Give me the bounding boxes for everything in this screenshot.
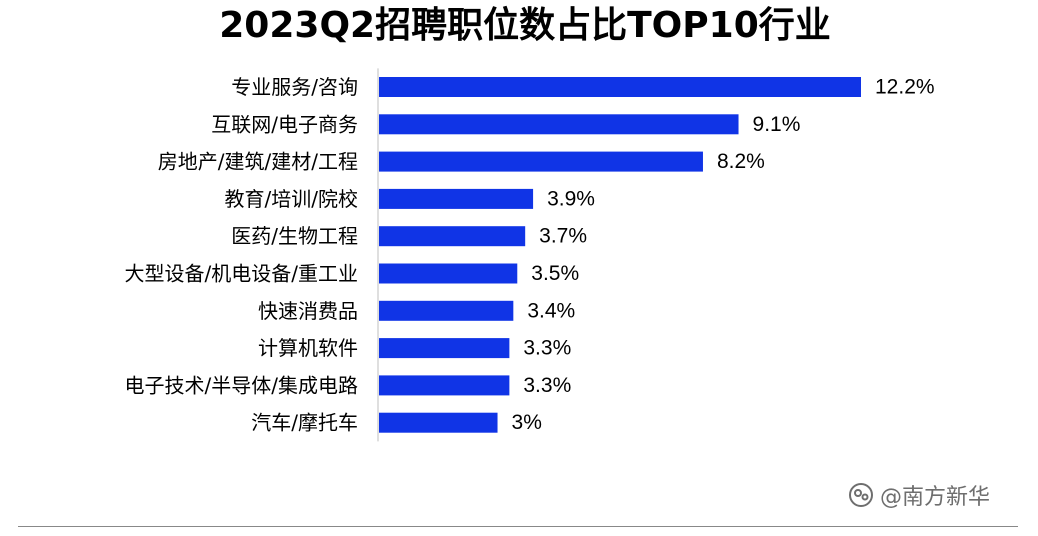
weibo-eye-icon [849,483,873,507]
data-label: 3.9% [547,187,595,210]
category-label: 专业服务/咨询 [231,75,358,99]
data-label: 12.2% [875,76,935,99]
chart-title: 2023Q2招聘职位数占比TOP10行业 [219,5,831,46]
bar [379,77,861,97]
category-label: 房地产/建筑/建材/工程 [158,150,358,174]
category-label: 计算机软件 [258,336,358,360]
data-label: 3.5% [531,262,579,285]
category-label: 大型设备/机电设备/重工业 [125,262,358,286]
watermark: @南方新华 [848,480,990,510]
category-label: 电子技术/半导体/集成电路 [125,373,358,397]
bottom-divider [18,526,1018,527]
data-label: 3% [512,411,542,434]
data-label: 9.1% [753,113,801,136]
category-label: 快速消费品 [258,299,358,323]
bar [379,188,534,209]
bar [379,338,510,359]
category-label: 医药/生物工程 [231,224,358,248]
category-label: 汽车/摩托车 [251,411,358,435]
bar [379,412,498,433]
bar [379,263,518,284]
category-label: 互联网/电子商务 [211,112,358,136]
bar [379,151,703,172]
data-label: 8.2% [717,150,765,173]
category-label: 教育/培训/院校 [225,187,358,211]
bar [379,300,514,321]
data-label: 3.7% [539,225,587,248]
bar [379,375,510,396]
data-label: 3.3% [523,374,571,397]
watermark-text: @南方新华 [880,485,991,510]
data-label: 3.4% [527,299,575,322]
data-label: 3.3% [523,337,571,360]
bar [379,114,739,135]
bar [379,226,526,247]
